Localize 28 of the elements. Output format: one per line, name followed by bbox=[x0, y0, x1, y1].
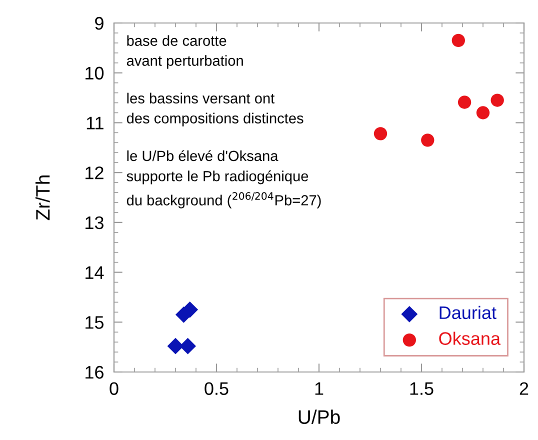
y-tick-label: 9 bbox=[95, 16, 104, 30]
x-tick-label: 2 bbox=[520, 382, 528, 395]
y-tick-label: 11 bbox=[86, 116, 104, 130]
legend-label: Dauriat bbox=[440, 306, 496, 320]
y-tick-label: 14 bbox=[86, 266, 104, 279]
point bbox=[490, 94, 504, 107]
y-tick-label: 12 bbox=[86, 166, 104, 180]
x-axis-title: U/Pb bbox=[298, 410, 340, 424]
legend-label: Oksana bbox=[439, 332, 501, 345]
point bbox=[180, 338, 196, 354]
annotation: base de carotte avant perturbation bbox=[126, 35, 243, 69]
x-tick-label: 1 bbox=[315, 382, 324, 395]
y-tick-label: 16 bbox=[86, 366, 104, 379]
point bbox=[421, 134, 434, 147]
y-tick-label: 15 bbox=[86, 316, 104, 329]
annotation: les bassins versant ont des compositions distinctes bbox=[126, 92, 304, 126]
x-tick-label: 0 bbox=[110, 382, 118, 395]
point bbox=[476, 106, 490, 120]
point bbox=[452, 34, 465, 48]
annotation: le U/Pb élevé d'Oksana supporte le Pb radiogénique du background ($^{206/204}$Pb=27) bbox=[126, 150, 321, 208]
point bbox=[167, 338, 184, 354]
x-tick-label: 0.5 bbox=[204, 382, 228, 395]
y-tick-label: 13 bbox=[86, 216, 104, 230]
point bbox=[458, 96, 472, 109]
y-axis-title: Zr/Th bbox=[36, 176, 50, 220]
y-tick-label: 10 bbox=[86, 66, 104, 80]
x-tick-label: 1.5 bbox=[410, 382, 434, 395]
point bbox=[374, 127, 388, 140]
